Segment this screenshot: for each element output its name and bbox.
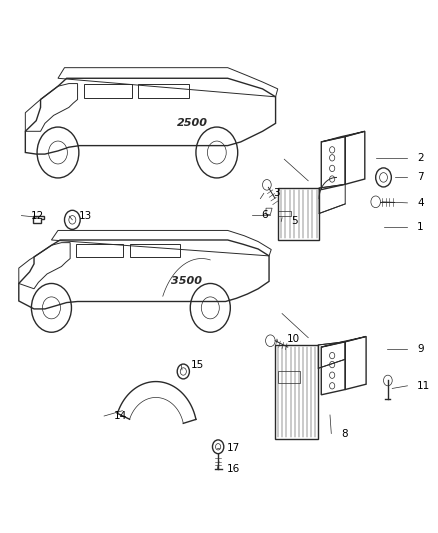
Circle shape xyxy=(262,180,271,190)
Circle shape xyxy=(265,335,275,346)
Text: 2500: 2500 xyxy=(177,118,208,128)
Text: 10: 10 xyxy=(286,334,300,344)
Text: 5: 5 xyxy=(291,216,297,227)
Text: 3500: 3500 xyxy=(171,276,202,286)
Text: 12: 12 xyxy=(31,211,44,221)
Text: 3: 3 xyxy=(273,188,280,198)
Text: 8: 8 xyxy=(341,429,347,439)
Text: 15: 15 xyxy=(191,360,204,369)
Text: 13: 13 xyxy=(79,211,92,221)
Text: 11: 11 xyxy=(417,381,430,391)
Text: 16: 16 xyxy=(227,464,240,474)
Text: 7: 7 xyxy=(417,172,424,182)
Text: 9: 9 xyxy=(417,344,424,354)
Text: 6: 6 xyxy=(261,209,268,220)
Text: 2: 2 xyxy=(417,153,424,163)
Text: 1: 1 xyxy=(417,222,424,232)
Text: 4: 4 xyxy=(417,198,424,208)
Circle shape xyxy=(371,196,381,208)
Text: 17: 17 xyxy=(227,443,240,453)
Text: 14: 14 xyxy=(114,411,127,421)
